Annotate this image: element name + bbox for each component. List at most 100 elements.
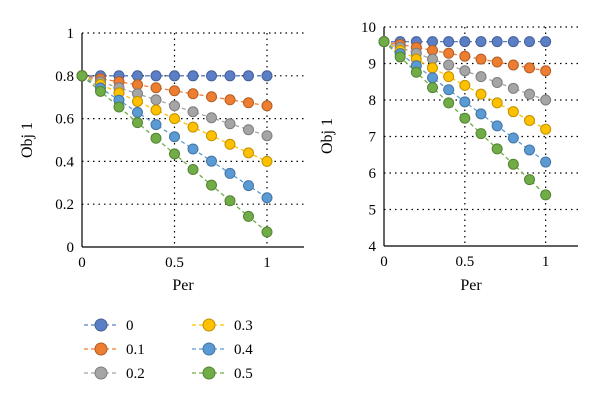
data-point bbox=[540, 189, 552, 201]
data-point bbox=[475, 71, 487, 83]
data-point bbox=[224, 195, 236, 207]
data-point bbox=[427, 72, 438, 84]
y-tick-label: 10 bbox=[361, 20, 376, 36]
data-point bbox=[224, 94, 236, 106]
data-point bbox=[206, 179, 217, 191]
data-point bbox=[169, 113, 180, 125]
data-point bbox=[261, 70, 273, 82]
data-point bbox=[491, 97, 503, 109]
y-tick-label: 0 bbox=[67, 240, 75, 256]
data-point bbox=[150, 70, 162, 82]
data-point bbox=[224, 118, 236, 130]
data-point bbox=[507, 59, 519, 71]
data-point bbox=[150, 119, 162, 131]
data-point bbox=[261, 155, 273, 167]
data-point bbox=[206, 130, 217, 142]
data-point bbox=[540, 94, 552, 106]
data-point bbox=[169, 148, 180, 160]
data-point bbox=[261, 226, 273, 238]
data-point bbox=[187, 164, 199, 176]
legend-label: 0.1 bbox=[126, 342, 145, 358]
data-point bbox=[540, 36, 552, 48]
data-point bbox=[206, 112, 217, 124]
legend-marker bbox=[94, 366, 108, 380]
data-point bbox=[491, 36, 503, 48]
x-tick-label: 1 bbox=[263, 255, 271, 271]
data-point bbox=[187, 70, 199, 82]
data-point bbox=[243, 147, 254, 159]
data-point bbox=[169, 70, 180, 82]
data-point bbox=[187, 143, 199, 155]
y-tick-label: 0.2 bbox=[55, 197, 74, 213]
data-point bbox=[507, 82, 519, 94]
y-axis-label: Obj 1 bbox=[19, 122, 36, 158]
legend-label: 0.3 bbox=[234, 318, 253, 334]
legend-label: 0 bbox=[126, 318, 134, 334]
data-point bbox=[475, 88, 487, 100]
legend-label: 0.4 bbox=[234, 342, 253, 358]
y-tick-label: 8 bbox=[369, 93, 377, 109]
data-point bbox=[443, 36, 455, 48]
y-tick-label: 1 bbox=[67, 26, 75, 42]
y-tick-label: 0.8 bbox=[55, 69, 74, 85]
data-point bbox=[76, 70, 88, 82]
series-line-0.5 bbox=[383, 41, 547, 196]
data-point bbox=[540, 156, 552, 168]
legend-label: 0.5 bbox=[234, 366, 253, 382]
y-tick-label: 9 bbox=[369, 57, 377, 73]
data-point bbox=[150, 82, 162, 94]
data-point bbox=[443, 71, 455, 83]
data-point bbox=[169, 85, 180, 97]
data-point bbox=[524, 88, 535, 100]
data-point bbox=[491, 76, 503, 88]
data-point bbox=[113, 101, 125, 113]
data-point bbox=[224, 70, 236, 82]
data-point bbox=[378, 36, 390, 48]
data-point bbox=[443, 47, 455, 59]
data-point bbox=[95, 85, 106, 97]
data-point bbox=[524, 114, 535, 126]
y-tick-label: 4 bbox=[369, 239, 377, 255]
right-chart: 4 5 6 7 8 9 10 0 0.5 1 Per Obj 1 bbox=[319, 20, 578, 294]
data-point bbox=[132, 106, 143, 118]
x-tick-label: 0.5 bbox=[165, 255, 184, 271]
data-point bbox=[459, 79, 471, 91]
data-point bbox=[206, 70, 217, 82]
series-line-0.2 bbox=[81, 75, 268, 137]
legend-marker bbox=[94, 318, 108, 332]
data-point bbox=[150, 132, 162, 144]
legend: 0 0.1 0.2 0.3 0.4 0.5 bbox=[84, 318, 253, 382]
data-point bbox=[206, 155, 217, 167]
data-point bbox=[410, 66, 422, 78]
data-point bbox=[169, 131, 180, 143]
y-tick-label: 0.6 bbox=[55, 112, 74, 128]
data-point bbox=[243, 70, 254, 82]
data-point bbox=[524, 36, 535, 48]
data-point bbox=[475, 53, 487, 65]
data-point bbox=[243, 124, 254, 136]
data-point bbox=[524, 174, 535, 186]
data-point bbox=[443, 59, 455, 71]
data-point bbox=[427, 62, 438, 74]
x-axis-label: Per bbox=[172, 277, 194, 294]
data-point bbox=[459, 50, 471, 62]
data-point bbox=[261, 100, 273, 112]
y-tick-label: 0.4 bbox=[55, 154, 74, 170]
data-point bbox=[206, 91, 217, 103]
data-point bbox=[540, 65, 552, 77]
legend-marker bbox=[202, 318, 216, 332]
data-point bbox=[459, 36, 471, 48]
x-tick-label: 1 bbox=[542, 254, 550, 270]
series-line-0.4 bbox=[81, 75, 268, 199]
legend-label: 0.2 bbox=[126, 366, 145, 382]
x-tick-label: 0 bbox=[380, 254, 388, 270]
data-point bbox=[459, 96, 471, 108]
legend-marker bbox=[202, 366, 216, 380]
data-point bbox=[261, 192, 273, 204]
data-point bbox=[443, 97, 455, 109]
data-point bbox=[150, 94, 162, 106]
data-point bbox=[540, 123, 552, 135]
data-point bbox=[524, 62, 535, 74]
data-point bbox=[243, 180, 254, 192]
data-point bbox=[507, 36, 519, 48]
